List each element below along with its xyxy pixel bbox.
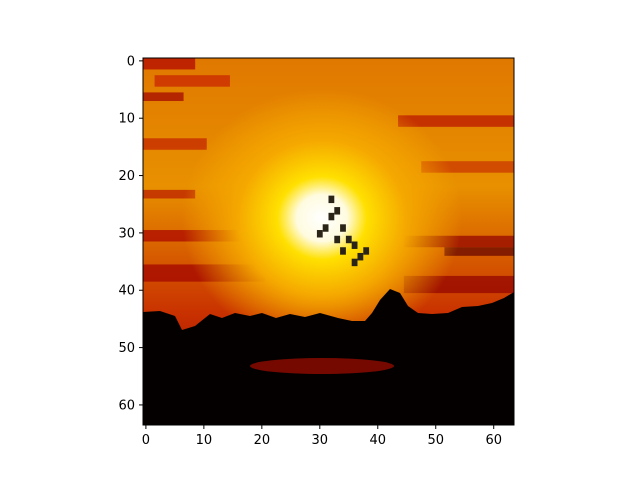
bird-pixel — [340, 224, 346, 232]
y-tick-label: 10 — [118, 112, 135, 127]
cloud-band — [143, 138, 207, 150]
cloud-band — [143, 92, 184, 102]
bird-pixel — [351, 241, 358, 249]
axes-area — [143, 58, 514, 425]
axes-frame — [142, 57, 515, 426]
bird-pixel — [363, 247, 370, 255]
x-tick-label: 60 — [485, 433, 502, 448]
sun — [182, 88, 462, 348]
bird-pixel — [322, 224, 329, 232]
x-tick-label: 0 — [142, 433, 150, 448]
x-tick-label: 20 — [254, 433, 271, 448]
x-tick-label: 40 — [370, 433, 387, 448]
cloud-band — [398, 115, 514, 127]
y-tick-label: 20 — [118, 169, 135, 184]
cloud-band — [421, 161, 514, 173]
cloud-band — [444, 247, 514, 256]
x-tick-label: 30 — [312, 433, 329, 448]
cloud-band — [143, 58, 196, 70]
y-tick-label: 40 — [118, 284, 135, 299]
bird-pixel — [328, 212, 335, 221]
bird-pixel — [340, 247, 346, 255]
water-reflection — [250, 358, 394, 374]
cloud-band — [143, 189, 196, 199]
y-tick-label: 60 — [118, 398, 135, 413]
y-tick-label: 30 — [118, 226, 135, 241]
x-tick-label: 50 — [427, 433, 444, 448]
tree-silhouette — [143, 289, 514, 425]
cloud-band — [154, 75, 230, 87]
bird-pixel — [334, 207, 341, 215]
bird-pixel — [316, 230, 323, 238]
x-tick-label: 10 — [196, 433, 213, 448]
y-tick-label: 0 — [127, 54, 135, 69]
bird-silhouette — [316, 195, 370, 267]
bird-pixel — [328, 195, 335, 204]
y-tick-label: 50 — [118, 341, 135, 356]
bird-pixel — [357, 252, 364, 261]
y-axis-ticks: 0 10 20 30 40 50 60 — [118, 54, 143, 413]
x-axis-ticks: 0 10 20 30 40 50 60 — [142, 425, 502, 448]
bird-pixel — [351, 258, 358, 267]
bird-pixel — [345, 235, 352, 244]
bird-pixel — [334, 235, 341, 244]
